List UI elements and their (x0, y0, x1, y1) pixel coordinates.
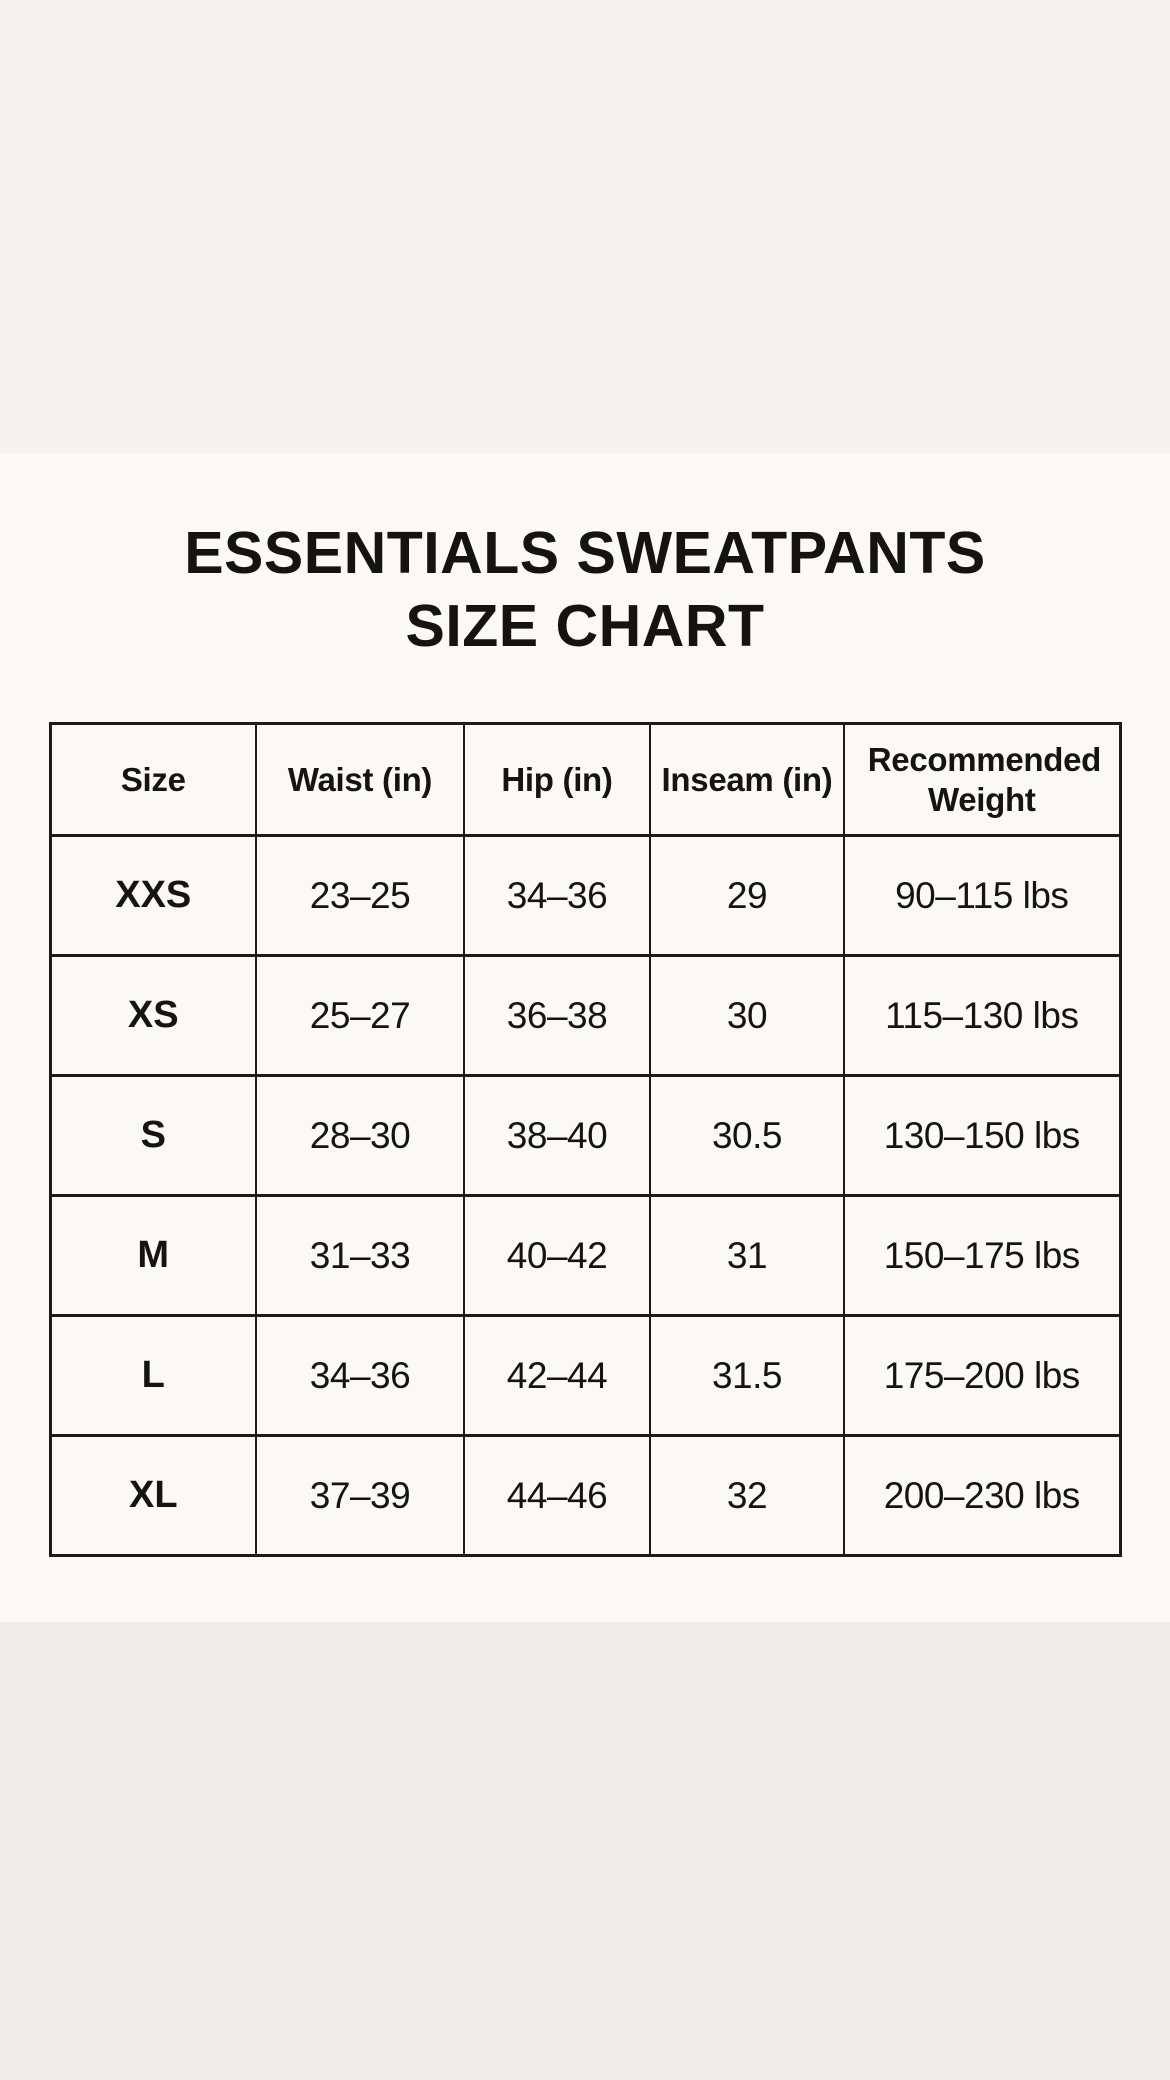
header-row: Size Waist (in) Hip (in) Inseam (in) Rec… (49, 722, 1121, 837)
header-cell-waist: Waist (in) (255, 722, 465, 837)
data-cell: 40–42 (463, 1194, 651, 1317)
size-cell: S (49, 1074, 257, 1197)
size-cell: M (49, 1194, 257, 1317)
header-cell-size: Size (49, 722, 257, 837)
data-cell: 32 (649, 1434, 845, 1557)
header-cell-hip: Hip (in) (463, 722, 651, 837)
title-line-1: ESSENTIALS SWEATPANTS (184, 520, 986, 586)
header-cell-inseam: Inseam (in) (649, 722, 845, 837)
data-cell: 44–46 (463, 1434, 651, 1557)
size-cell: XS (49, 954, 257, 1077)
data-cell: 115–130 lbs (843, 954, 1121, 1077)
data-cell: 150–175 lbs (843, 1194, 1121, 1317)
table-row: S 28–30 38–40 30.5 130–150 lbs (49, 1074, 1121, 1197)
header-cell-weight: Recommended Weight (843, 722, 1121, 837)
data-cell: 175–200 lbs (843, 1314, 1121, 1437)
size-chart-body: XXS 23–25 34–36 29 90–115 lbs XS 25–27 36–38 30 1… (49, 834, 1121, 1557)
bottom-background-band (0, 1622, 1170, 2080)
data-cell: 25–27 (255, 954, 465, 1077)
data-cell: 30.5 (649, 1074, 845, 1197)
header-label: Inseam (in) (661, 760, 833, 798)
data-cell: 31.5 (649, 1314, 845, 1437)
data-cell: 200–230 lbs (843, 1434, 1121, 1557)
header-label: Recommended Weight (867, 740, 1102, 818)
data-cell: 28–30 (255, 1074, 465, 1197)
content-panel: ESSENTIALS SWEATPANTS SIZE CHART Size Wa… (0, 453, 1170, 1622)
size-chart-table: Size Waist (in) Hip (in) Inseam (in) Rec… (48, 722, 1122, 1557)
data-cell: 29 (649, 834, 845, 957)
data-cell: 31 (649, 1194, 845, 1317)
data-cell: 130–150 lbs (843, 1074, 1121, 1197)
top-background-band (0, 0, 1170, 453)
page-title: ESSENTIALS SWEATPANTS SIZE CHART (0, 517, 1170, 663)
data-cell: 30 (649, 954, 845, 1077)
header-label: Hip (in) (501, 760, 613, 798)
data-cell: 36–38 (463, 954, 651, 1077)
table-row: XS 25–27 36–38 30 115–130 lbs (49, 954, 1121, 1077)
size-cell: L (49, 1314, 257, 1437)
data-cell: 23–25 (255, 834, 465, 957)
size-cell: XL (49, 1434, 257, 1557)
table-row: M 31–33 40–42 31 150–175 lbs (49, 1194, 1121, 1317)
data-cell: 37–39 (255, 1434, 465, 1557)
header-label: Size (120, 760, 186, 798)
table-row: L 34–36 42–44 31.5 175–200 lbs (49, 1314, 1121, 1437)
title-line-2: SIZE CHART (405, 593, 765, 659)
data-cell: 31–33 (255, 1194, 465, 1317)
data-cell: 38–40 (463, 1074, 651, 1197)
table-row: XL 37–39 44–46 32 200–230 lbs (49, 1434, 1121, 1557)
data-cell: 42–44 (463, 1314, 651, 1437)
data-cell: 90–115 lbs (843, 834, 1121, 957)
table-row: XXS 23–25 34–36 29 90–115 lbs (49, 834, 1121, 957)
data-cell: 34–36 (463, 834, 651, 957)
size-cell: XXS (49, 834, 257, 957)
data-cell: 34–36 (255, 1314, 465, 1437)
header-label: Waist (in) (287, 760, 433, 798)
